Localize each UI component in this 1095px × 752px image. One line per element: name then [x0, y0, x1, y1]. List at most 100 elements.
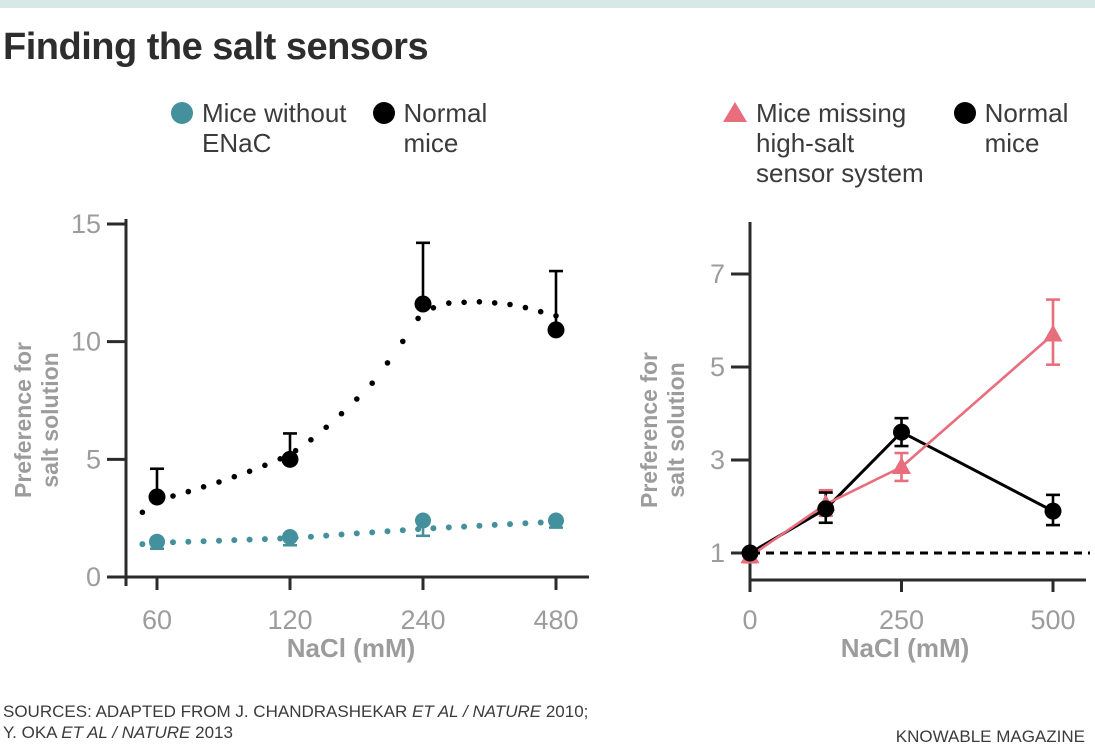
curve-dot — [170, 493, 176, 499]
sources-line-1: SOURCES: ADAPTED FROM J. CHANDRASHEKAR E… — [3, 702, 589, 721]
curve-dot — [384, 528, 391, 535]
right-chart: 1 3 5 7 0 250 500 Preference forsalt solution Na… — [636, 222, 1090, 663]
y-axis-label: Preference forsalt solution — [10, 342, 63, 498]
curve-dot — [476, 522, 483, 529]
y-tick-label: 1 — [710, 538, 725, 568]
curve-dot — [353, 530, 360, 537]
data-point — [893, 423, 910, 441]
legend-item-label: Normal mice — [403, 98, 488, 158]
curve-dot — [430, 525, 437, 532]
data-point — [548, 512, 564, 529]
curve-dot — [277, 535, 284, 542]
curve-dot — [430, 305, 437, 311]
page-title: Finding the salt sensors — [3, 26, 429, 68]
x-tick-label: 120 — [267, 605, 312, 635]
x-tick-label: 250 — [879, 605, 924, 635]
sources-line-2: Y. OKA ET AL / NATURE 2013 — [3, 723, 233, 742]
curve-dot — [537, 308, 544, 315]
curve-dot — [139, 509, 146, 516]
data-point — [281, 450, 299, 468]
y-tick-label: 0 — [86, 562, 101, 592]
curve-dot — [507, 521, 513, 528]
left-chart: 0 5 10 15 60 120 240 480 Preference forsalt solu… — [10, 209, 589, 663]
curve-dot — [323, 424, 330, 431]
data-point — [148, 488, 166, 506]
curve-dot — [369, 380, 376, 387]
y-tick-label: 7 — [710, 259, 725, 289]
curve-dot — [476, 299, 483, 305]
pink-triangle-icon — [723, 102, 747, 122]
x-axis-label: NaCl (mM) — [841, 633, 970, 663]
curve-dot — [369, 529, 376, 536]
y-tick-label: 5 — [710, 352, 725, 382]
legend-item-label: Mice without ENaC — [202, 98, 347, 158]
curve-dot — [491, 521, 498, 528]
sources-text: SOURCES: ADAPTED FROM J. CHANDRASHEKAR E… — [3, 701, 588, 743]
x-tick-label: 60 — [142, 605, 172, 635]
x-tick-label: 480 — [533, 605, 578, 635]
x-tick-label: 500 — [1030, 605, 1075, 635]
y-axis-label: Preference forsalt solution — [636, 352, 689, 508]
curve-dot — [185, 538, 192, 545]
curve-dot — [139, 541, 146, 548]
curve-dot — [522, 304, 529, 311]
curve-dot — [400, 338, 406, 345]
data-point — [892, 456, 911, 474]
credit-text: KNOWABLE MAGAZINE — [895, 727, 1085, 746]
curve-dot — [231, 537, 238, 544]
legend-left: Mice without ENaC Normal mice — [171, 98, 487, 158]
teal-circle-icon — [171, 102, 193, 124]
curve-dot — [338, 410, 345, 417]
y-tick-label: 15 — [71, 209, 101, 239]
curve-dot — [216, 479, 222, 485]
black-circle-icon — [953, 102, 976, 124]
y-tick-label: 3 — [710, 445, 725, 475]
accent-bar — [0, 0, 1095, 8]
curve-dot — [231, 473, 238, 480]
series-line — [749, 430, 1054, 555]
curve-dot — [537, 519, 544, 526]
curve-dot — [307, 533, 314, 540]
curve-dot — [446, 300, 452, 306]
y-tick-label: 5 — [86, 444, 101, 474]
curve-dot — [200, 538, 207, 545]
curve-dot — [445, 524, 452, 531]
legend-item: Mice missing high-salt sensor system — [723, 98, 924, 188]
curve-dot — [461, 523, 468, 530]
curve-dot — [522, 520, 529, 527]
curve-dot — [246, 468, 253, 475]
data-point — [1043, 324, 1063, 342]
curve-dot — [415, 315, 421, 322]
data-point — [547, 321, 565, 339]
curve-dot — [461, 299, 467, 306]
legend-item-label: Mice missing high-salt sensor system — [756, 98, 924, 188]
data-point — [282, 528, 298, 545]
data-point — [817, 500, 835, 518]
curve-dot — [491, 300, 498, 306]
series-line — [749, 333, 1054, 558]
curve-dot — [308, 437, 314, 443]
curve-dot — [384, 360, 391, 366]
curve-dot — [323, 532, 330, 539]
curve-dot — [399, 527, 406, 534]
data-point — [741, 544, 759, 562]
data-point — [415, 512, 431, 529]
legend-item-label: Normal mice — [984, 98, 1069, 158]
legend-item: Mice without ENaC — [171, 98, 347, 158]
curve-dot — [338, 531, 345, 538]
curve-dot — [185, 488, 192, 495]
curve-dot — [170, 539, 176, 546]
curve-dot — [261, 536, 268, 543]
curve-dot — [216, 537, 222, 544]
data-point — [414, 295, 432, 313]
curve-dot — [246, 536, 253, 543]
x-tick-label: 240 — [400, 605, 445, 635]
black-circle-icon — [372, 102, 395, 124]
legend-item: Normal mice — [372, 98, 488, 158]
x-axis-label: NaCl (mM) — [287, 633, 416, 663]
y-tick-label: 10 — [71, 327, 101, 357]
legend-item: Normal mice — [953, 98, 1069, 188]
curve-dot — [507, 301, 513, 308]
data-point — [149, 533, 165, 550]
